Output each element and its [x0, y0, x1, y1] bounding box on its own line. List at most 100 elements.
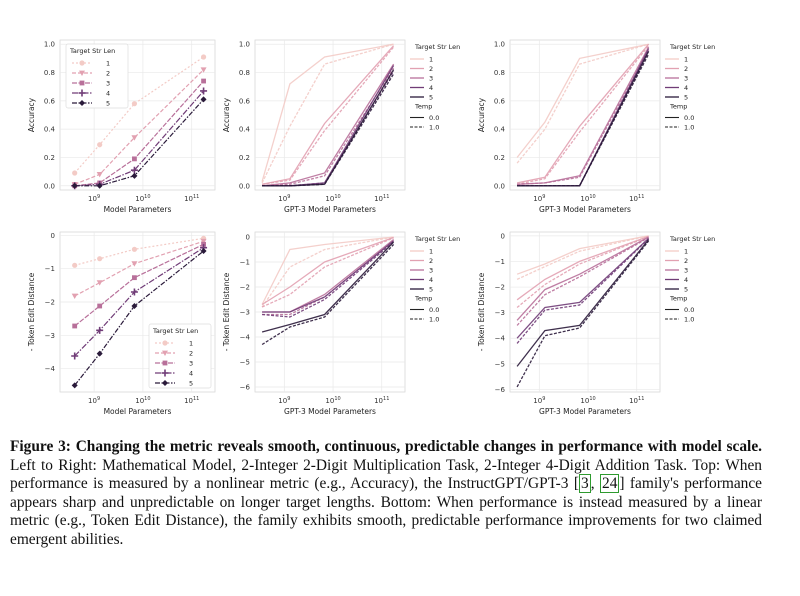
- series-line-len-2-temp-1.0: [262, 46, 395, 185]
- y-tick-label: 0.4: [494, 126, 506, 134]
- data-point-len-2: [96, 280, 103, 286]
- data-point-len-5: [131, 303, 138, 309]
- series-line-len-4-temp-0.0: [262, 240, 395, 313]
- legend-entry-label: 4: [684, 276, 688, 284]
- legend-marker: [161, 369, 169, 377]
- y-axis-label: - Token Edit Distance: [222, 272, 231, 351]
- series-line-len-1-temp-1.0: [261, 43, 394, 184]
- y-axis-label: Accuracy: [477, 97, 486, 132]
- series-line-len-1-temp-0.0: [516, 235, 649, 275]
- y-tick-label: 0.8: [44, 69, 55, 77]
- legend-marker: [78, 89, 86, 97]
- chart-math-accuracy: 0.0 0.2 0.4 0.6 0.8 1.0 109 1010 1011 Model Param…: [27, 39, 216, 214]
- y-tick-label: 1.0: [44, 41, 55, 49]
- series-line-len-1-temp-1.0: [516, 235, 649, 280]
- data-point-len-3: [72, 323, 78, 329]
- legend-entry-label: 3: [684, 267, 688, 275]
- y-tick-label: 0.4: [239, 126, 251, 134]
- x-axis-label: GPT-3 Model Parameters: [539, 205, 631, 214]
- legend-entry-label: 2: [429, 65, 433, 73]
- data-point-len-3: [132, 275, 137, 281]
- series-line-len-1: [74, 56, 204, 174]
- series-line-len-2-temp-1.0: [516, 45, 650, 185]
- data-point-len-2: [96, 172, 103, 178]
- data-point-len-2: [71, 293, 78, 299]
- legend-title-temp: Temp: [669, 103, 687, 111]
- legend-entry-label: 3: [429, 75, 433, 83]
- legend-marker: [79, 70, 85, 76]
- series-line-len-1-temp-0.0: [261, 236, 394, 305]
- citation-link-3[interactable]: 3: [579, 474, 591, 494]
- series-line-len-2-temp-0.0: [261, 45, 395, 185]
- series-line-len-3: [74, 243, 204, 327]
- series-line-len-1: [74, 237, 204, 266]
- y-tick-label: 0.4: [44, 126, 56, 134]
- legend-entry-temp: 1.0: [429, 124, 439, 132]
- x-axis-label: Model Parameters: [104, 407, 172, 416]
- legend-title-temp: Temp: [669, 295, 687, 303]
- caption-text-2: family's performance appears sharp and u…: [10, 475, 763, 548]
- data-point-len-2: [200, 67, 207, 73]
- series-line-len-5-temp-1.0: [517, 53, 650, 187]
- x-tick-label: 1010: [580, 396, 595, 405]
- citation-link-24[interactable]: 24: [600, 474, 620, 494]
- legend-entry-label: 1: [429, 248, 433, 256]
- legend-entry-label: 3: [189, 360, 193, 368]
- y-tick-label: −4: [495, 335, 506, 343]
- legend-entry-label: 3: [429, 267, 433, 275]
- y-tick-label: 0.2: [239, 154, 250, 162]
- legend-entry-label: 2: [684, 257, 688, 265]
- y-tick-label: −3: [45, 332, 55, 340]
- y-tick-label: 0.8: [239, 69, 250, 77]
- y-tick-label: −4: [240, 334, 251, 342]
- legend-title-temp: Temp: [414, 295, 432, 303]
- y-tick-label: 0.6: [44, 97, 56, 105]
- legend-entry-label: 5: [429, 286, 433, 294]
- legend-entry-temp: 0.0: [684, 114, 694, 122]
- series-line-len-4-temp-1.0: [516, 238, 650, 344]
- legend-marker: [162, 340, 168, 346]
- legend-entry-label: 4: [429, 84, 433, 92]
- chart-add-edit: 0 −1 −2 −3 −4 −5 −6 109 1010 1011 GPT-3 Model Para…: [477, 231, 715, 416]
- data-point-len-5: [200, 96, 207, 103]
- series-line-len-2: [74, 69, 205, 185]
- legend-title: Target Str Len: [152, 327, 198, 335]
- legend-entry-label: 1: [106, 60, 110, 68]
- series-line-len-3-temp-1.0: [517, 49, 650, 185]
- series-line-len-2-temp-0.0: [516, 43, 650, 184]
- x-tick-label: 1011: [629, 194, 644, 203]
- series-line-len-1-temp-1.0: [261, 236, 394, 308]
- x-tick-label: 1011: [629, 396, 644, 405]
- data-point-len-5: [131, 172, 138, 179]
- data-point-len-1: [97, 142, 103, 148]
- legend-entry-temp: 0.0: [429, 306, 439, 314]
- x-tick-label: 1011: [374, 396, 389, 405]
- legend-title: Target Str Len: [669, 43, 715, 51]
- data-point-len-3: [201, 78, 206, 84]
- y-tick-label: 0: [51, 232, 55, 240]
- data-point-len-1: [72, 170, 78, 176]
- series-line-len-1-temp-0.0: [516, 43, 649, 158]
- y-tick-label: 0.2: [44, 154, 55, 162]
- y-tick-label: 1.0: [494, 41, 505, 49]
- y-tick-label: 0: [501, 232, 505, 240]
- series-line-len-5-temp-1.0: [516, 240, 650, 388]
- legend-title: Target Str Len: [669, 235, 715, 243]
- x-tick-label: 109: [278, 396, 290, 405]
- series-line-len-1-temp-1.0: [516, 43, 649, 164]
- legend-title: Target Str Len: [414, 43, 460, 51]
- legend: Target Str Len 1 2 3 4 5: [148, 323, 212, 389]
- y-tick-label: −1: [240, 259, 250, 267]
- y-tick-label: 0.8: [494, 69, 505, 77]
- data-point-len-5: [71, 382, 78, 389]
- legend-entry-label: 1: [684, 56, 688, 64]
- legend-entry-label: 4: [189, 370, 193, 378]
- data-point-len-1: [131, 101, 138, 107]
- data-point-len-3: [97, 303, 103, 309]
- data-point-len-3: [132, 156, 137, 162]
- series-line-len-4-temp-1.0: [262, 241, 395, 318]
- legend-marker: [162, 350, 168, 356]
- caption-figure-label: Figure 3:: [10, 438, 71, 455]
